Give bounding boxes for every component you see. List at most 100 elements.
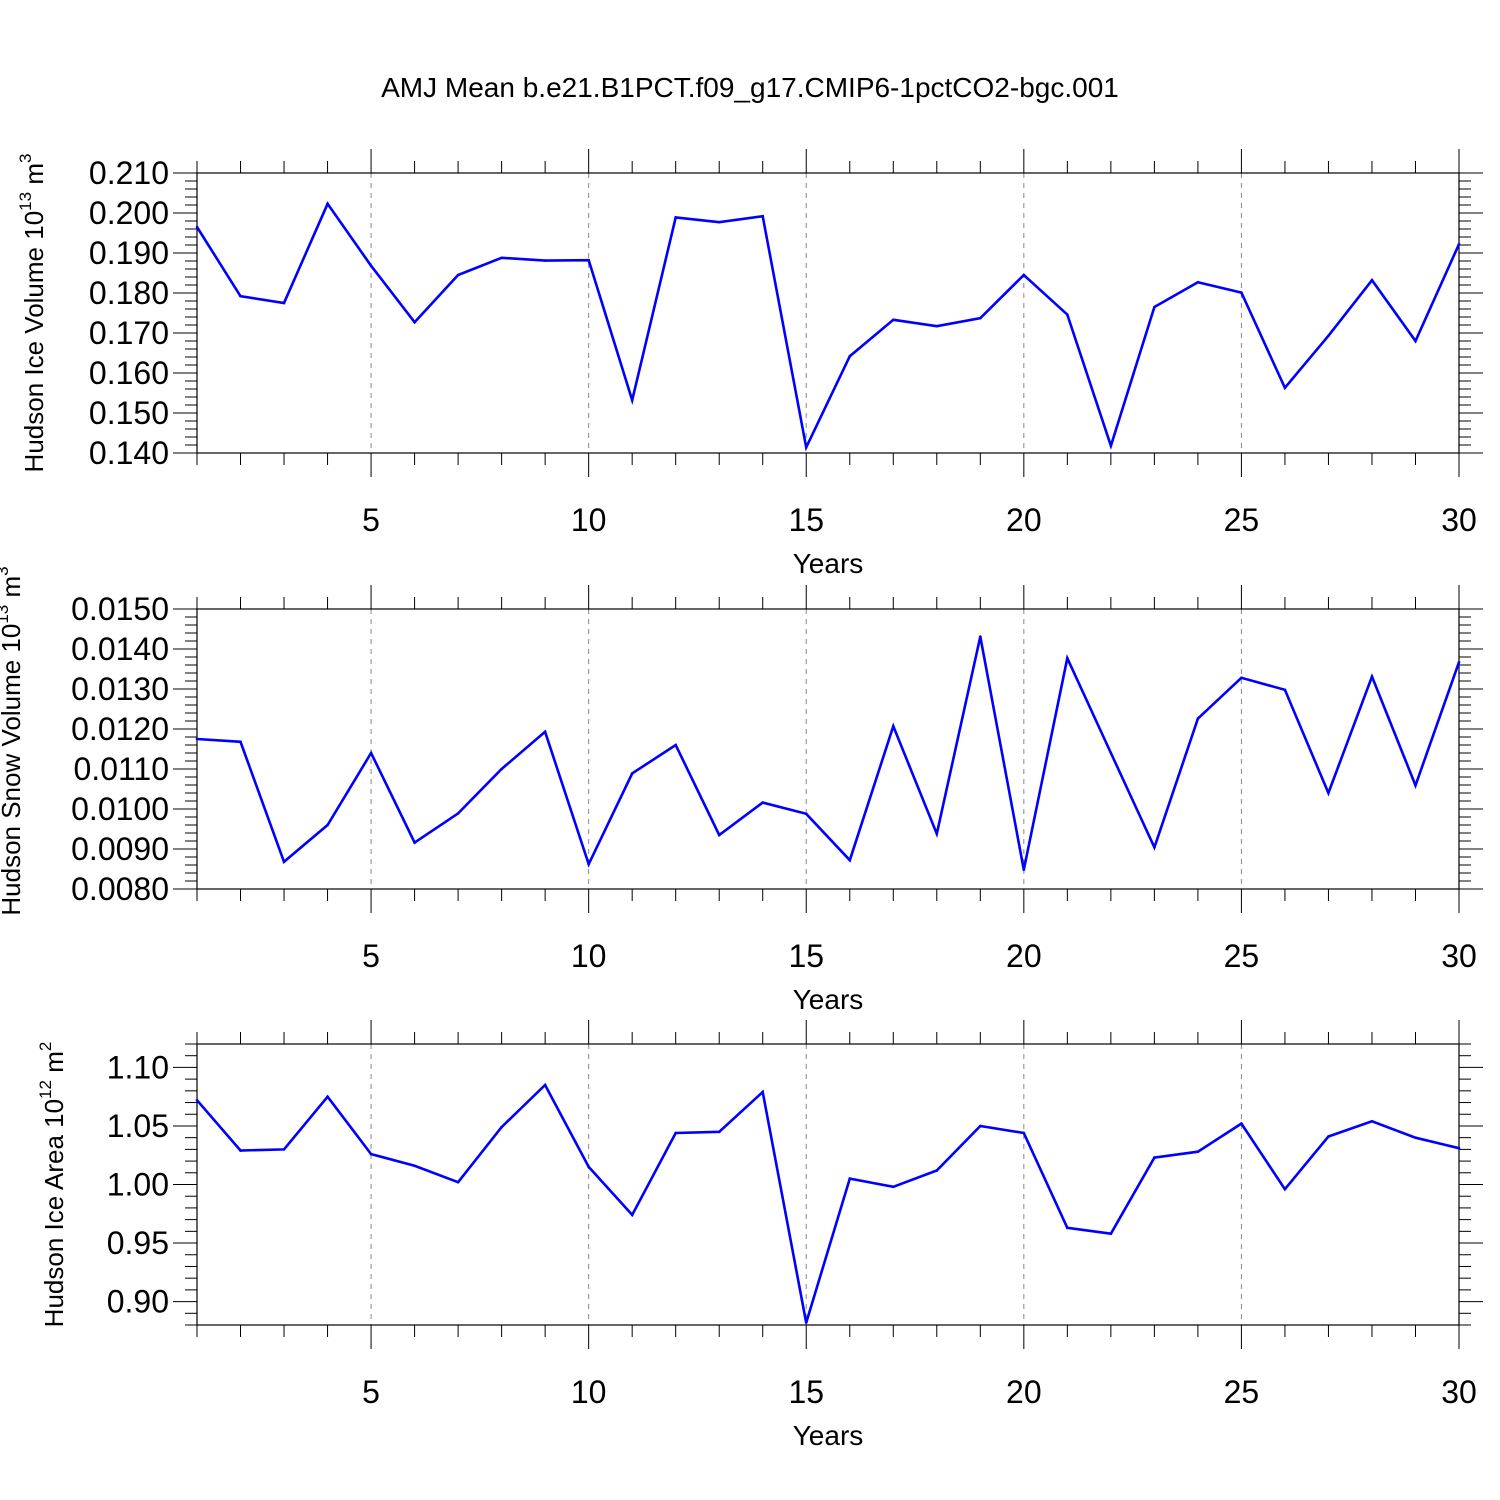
data-point	[1457, 1146, 1461, 1150]
plot-frame	[196, 1043, 1460, 1326]
y-tick-label: 0.160	[89, 355, 169, 391]
x-tick-label: 25	[1224, 502, 1260, 538]
data-point	[761, 214, 765, 218]
data-point	[326, 1095, 329, 1098]
x-tick-label: 20	[1006, 1374, 1042, 1410]
data-point	[761, 1090, 765, 1094]
data-point	[543, 730, 547, 734]
data-point	[456, 812, 460, 815]
x-tick-label: 10	[571, 502, 607, 538]
data-point	[1153, 846, 1156, 849]
data-point	[1370, 1119, 1374, 1123]
x-tick-label: 5	[362, 502, 380, 538]
y-axis-label-unit: m	[39, 1051, 69, 1080]
y-tick-label: 0.0110	[74, 751, 170, 787]
data-point	[1066, 1226, 1069, 1230]
data-point	[979, 635, 982, 638]
data-point	[587, 1165, 590, 1169]
data-point	[1327, 791, 1330, 795]
y-tick-label: 0.0130	[71, 671, 169, 707]
data-point	[1414, 339, 1417, 343]
data-point	[674, 743, 677, 747]
y-axis-label-unit: m	[0, 576, 26, 605]
data-point	[891, 1185, 895, 1189]
y-tick-label: 0.170	[89, 315, 169, 351]
data-point	[674, 1131, 677, 1135]
data-point	[326, 823, 329, 827]
y-axis-label-unit-exponent: 2	[36, 1042, 55, 1051]
data-point	[1240, 676, 1243, 680]
data-point	[804, 1321, 808, 1324]
data-point	[456, 1180, 460, 1184]
y-tick-label: 0.210	[89, 155, 169, 191]
x-tick-label: 25	[1224, 1374, 1260, 1410]
data-series-line	[196, 1082, 1460, 1324]
data-point	[1153, 305, 1156, 309]
data-point	[1414, 1136, 1417, 1139]
y-axis-label-text: Hudson Snow Volume 10	[0, 624, 26, 916]
data-point	[979, 316, 982, 320]
y-tick-label: 0.0100	[71, 791, 169, 827]
y-tick-label: 0.95	[107, 1225, 169, 1261]
y-tick-label: 0.200	[89, 195, 169, 231]
data-point	[239, 740, 242, 744]
y-tick-label: 1.10	[107, 1049, 169, 1085]
data-point	[1109, 751, 1113, 755]
data-point	[369, 264, 373, 268]
data-point	[369, 1152, 373, 1156]
data-point	[1283, 386, 1287, 390]
data-point	[717, 220, 721, 224]
data-point	[717, 833, 721, 837]
data-point	[413, 320, 416, 324]
y-tick-label: 0.180	[89, 275, 169, 311]
data-series-line	[196, 636, 1461, 871]
data-point	[1196, 280, 1200, 284]
data-point	[891, 318, 895, 322]
x-tick-label: 20	[1006, 938, 1042, 974]
data-point	[413, 1164, 416, 1168]
data-point	[630, 1213, 634, 1217]
data-point	[195, 737, 199, 741]
y-axis-label-exponent: 12	[36, 1080, 55, 1099]
data-point	[282, 860, 286, 864]
data-point	[1457, 242, 1461, 246]
data-point	[804, 446, 808, 449]
y-tick-label: 0.0080	[71, 871, 169, 907]
data-point	[1109, 444, 1113, 448]
y-axis-label-unit-exponent: 3	[16, 154, 35, 163]
data-point	[1022, 868, 1026, 872]
chart-panel-1: 5 10 15 20 25 30 0.140 0.150 0.160 0.170 0.180 0.19…	[16, 149, 1483, 579]
data-point	[1022, 273, 1026, 277]
plot-frame	[196, 172, 1460, 454]
x-tick-label: 5	[362, 1374, 380, 1410]
data-point	[1066, 313, 1069, 316]
data-point	[369, 751, 373, 755]
x-tick-label: 10	[571, 1374, 607, 1410]
data-point	[1370, 675, 1374, 678]
x-tick-label: 30	[1441, 502, 1477, 538]
y-tick-label: 0.0090	[71, 831, 169, 867]
x-axis-label: Years	[793, 548, 864, 579]
data-point	[1327, 334, 1330, 338]
data-point	[848, 354, 852, 358]
data-point	[935, 832, 939, 836]
data-point	[1066, 656, 1069, 660]
x-axis-label: Years	[793, 984, 864, 1015]
x-tick-label: 10	[571, 938, 607, 974]
data-point	[848, 1177, 852, 1180]
data-point	[1153, 1156, 1156, 1159]
data-point	[1196, 717, 1200, 720]
x-tick-label: 15	[788, 502, 824, 538]
x-tick-label: 20	[1006, 502, 1042, 538]
data-point	[239, 1149, 242, 1152]
data-point	[1022, 1131, 1026, 1135]
data-point	[1414, 784, 1417, 787]
y-tick-label: 0.140	[89, 435, 169, 471]
data-point	[717, 1130, 721, 1134]
y-axis-label: Hudson Ice Area 1012 m2	[36, 1042, 69, 1328]
data-point	[891, 724, 895, 728]
data-point	[500, 1125, 503, 1129]
data-point	[500, 767, 503, 771]
data-point	[1370, 278, 1374, 282]
x-tick-label: 30	[1441, 1374, 1477, 1410]
